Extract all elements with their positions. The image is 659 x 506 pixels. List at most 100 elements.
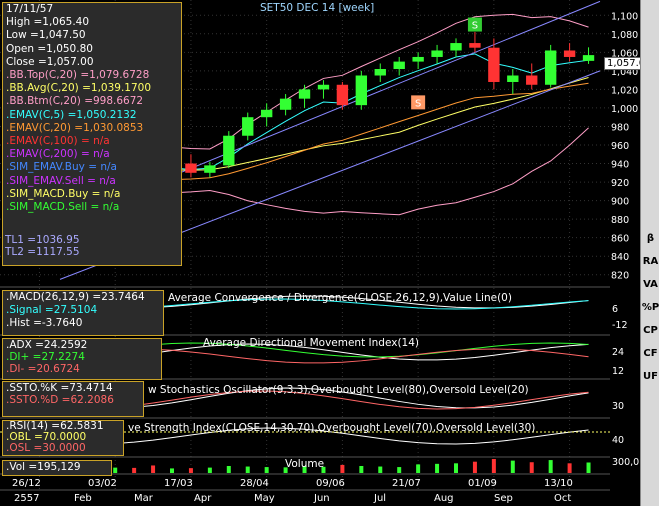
date-label: 28/04 (240, 478, 269, 489)
candle (223, 131, 235, 169)
macd_box-line: .Hist =-3.7640 (6, 317, 83, 329)
month-label: Jun (313, 493, 330, 504)
price-axis[interactable]: 1,100 1,080 1,060 1,040 1,020 1,000 980 960 940 9… (610, 0, 639, 506)
candle (279, 94, 292, 116)
volume-bar (529, 462, 534, 473)
candle-body (185, 163, 197, 173)
toolbar-item[interactable]: β (646, 233, 655, 244)
price-axis-label: 820 (611, 271, 629, 282)
price-axis-label: 1,080 (611, 30, 638, 41)
candle-body (374, 69, 386, 76)
candle-body (526, 75, 538, 85)
candle-body (563, 50, 576, 57)
signal-marker-label: S (415, 98, 421, 109)
signal-marker-label: S (472, 21, 478, 32)
date-label: 01/09 (468, 478, 497, 489)
candle-body (204, 165, 216, 173)
date-label: 26/12 (12, 478, 41, 489)
candle-body (450, 43, 462, 51)
candle-body (260, 109, 273, 118)
price-axis-label: 940 (611, 160, 629, 171)
candle-body (336, 84, 349, 106)
adx_box-line: .DI- =20.6724 (6, 363, 80, 375)
signal-marker-sell-green: S (467, 17, 482, 32)
toolbar-item[interactable]: CF (643, 348, 658, 359)
info-line: .BB.Top(C,20) =1,079.6728 (6, 69, 150, 82)
candle (317, 80, 330, 99)
info-line: .SIM_EMAV.Buy = n/a (6, 161, 117, 174)
quote-info-panel: 17/11/57 High =1,065.40 Low =1,047.50 Open … (2, 2, 182, 266)
volume-bar (302, 466, 307, 473)
adx_box-line: .DI+ =27.2274 (6, 351, 85, 363)
date-label: 13/10 (544, 478, 573, 489)
month-label: Mar (134, 493, 154, 504)
volume-bar (207, 467, 212, 473)
price-axis-label: 980 (611, 122, 629, 133)
candle-body (488, 47, 500, 82)
candle-body (279, 98, 292, 110)
info-line: .EMAV(C,20) =1,030.0853 (6, 121, 144, 134)
volume-bar (170, 468, 174, 473)
price-axis-label: 1,100 (611, 11, 638, 22)
candle (488, 38, 500, 90)
info-line: .BB.Btm(C,20) =998.6672 (6, 95, 144, 108)
stock-chart-area[interactable]: SSB 26/1203/0217/0328/0409/0621/0701/091… (0, 0, 610, 506)
adx_box-line: .ADX =24.2592 (6, 339, 88, 351)
stochastic-caption: w Stochastics Oscillator(9,3,3),Overboug… (148, 384, 529, 396)
info-line: .EMAV(C,5) =1,050.2132 (6, 108, 137, 121)
vol_box-line: .Vol =195,129 (6, 461, 81, 473)
price-axis-label: 1,000 (611, 104, 638, 115)
indicator-axis-label: -12 (612, 320, 628, 331)
candle (526, 63, 538, 90)
toolbar-item[interactable]: RA (642, 256, 659, 267)
trendline-legend: TL1 =1036.95 TL2 =1117.55 (2, 234, 82, 262)
volume-bar (245, 466, 250, 473)
month-label: Sep (494, 493, 513, 504)
volume-bar (226, 466, 231, 473)
candle (298, 84, 311, 108)
candle-body (469, 43, 481, 48)
trendline-2 (179, 0, 601, 174)
volume-bar (567, 463, 572, 473)
price-axis-label: 880 (611, 215, 629, 226)
trendlines-line: TL2 =1117.55 (5, 246, 80, 258)
candle-body (317, 84, 330, 90)
volume-bar (188, 468, 193, 473)
sto_box-line: .SSTO.%K =73.4714 (6, 382, 113, 394)
rsi_box-line: .OSL =30.0000 (6, 442, 86, 454)
indicator-axis-label: 40 (612, 435, 624, 446)
date-label: 03/02 (88, 478, 117, 489)
price-axis-label: 1,040 (611, 67, 638, 78)
price-axis-label: 900 (611, 197, 629, 208)
candle (582, 47, 595, 64)
volume-bars: 26/12 03/02 17/03 28/04 09/06 21/07 01/09 13/10… (12, 459, 591, 504)
candle (450, 38, 462, 57)
volume-bar (416, 464, 421, 473)
candle (544, 44, 557, 88)
candle (393, 56, 405, 76)
signal-marker-box (467, 17, 482, 32)
indicator-axis-label: 6 (612, 304, 618, 315)
volume-bar (340, 464, 345, 473)
side-toolbar[interactable]: β RA VA %P CP CF UF (640, 0, 659, 506)
candle-body (507, 75, 519, 82)
toolbar-item[interactable]: CP (643, 325, 658, 336)
volume-bar (264, 467, 269, 473)
toolbar-item[interactable]: UF (643, 371, 658, 382)
volume-bar (435, 463, 440, 473)
candle (431, 44, 443, 64)
rsi-caption: ve Strength Index(CLOSE,14,30,70),Overbo… (128, 422, 536, 434)
toolbar-item[interactable]: VA (643, 279, 658, 290)
adx-caption: Average Directional Movement Index(14) (203, 337, 419, 349)
toolbar-item[interactable]: %P (641, 302, 659, 313)
month-label: 2557 (14, 493, 39, 504)
volume-bar (321, 466, 326, 473)
candle (412, 52, 424, 70)
candle-body (355, 75, 368, 106)
info-line: .SIM_EMAV.Sell = n/a (6, 174, 116, 187)
month-label: Feb (74, 493, 92, 504)
macd_box-line: .MACD(26,12,9) =23.7464 (6, 291, 145, 303)
volume-bar (113, 467, 118, 473)
info-line: High =1,065.40 (6, 16, 90, 29)
candle (260, 103, 273, 127)
